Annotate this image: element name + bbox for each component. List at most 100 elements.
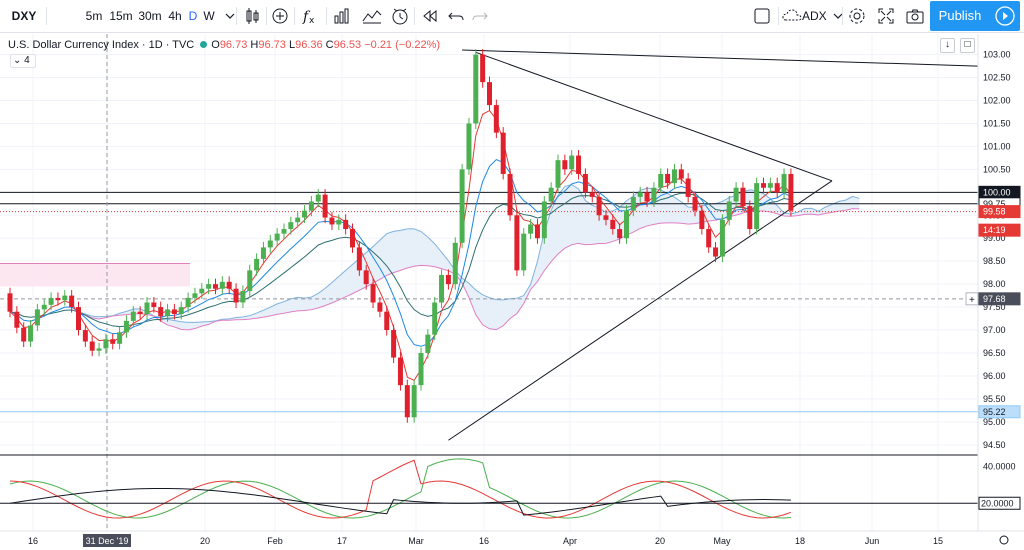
high-value: 96.73 <box>258 39 286 51</box>
price-tick-label: 102.00 <box>983 96 1011 106</box>
candle-up <box>336 219 342 225</box>
time-tick-label: Apr <box>563 536 577 546</box>
candle-down <box>377 302 383 312</box>
gear-icon[interactable] <box>845 5 869 27</box>
candle-up <box>671 169 677 184</box>
replay-icon[interactable] <box>418 5 442 27</box>
svg-text:x: x <box>309 16 315 26</box>
interval-d-button[interactable]: D <box>188 9 198 23</box>
candle-down <box>391 330 397 358</box>
plus-circle-icon[interactable] <box>268 5 292 27</box>
candle-down <box>514 215 520 271</box>
time-tick-label: Jun <box>865 536 880 546</box>
open-value: 96.73 <box>219 39 248 51</box>
price-tick-label: 96.00 <box>983 371 1006 381</box>
candle-up <box>34 309 40 326</box>
indicators-toggle[interactable]: ⌄ 4 <box>10 54 36 68</box>
publish-button[interactable]: Publish <box>930 1 990 31</box>
play-button[interactable] <box>990 1 1020 31</box>
candle-up <box>719 219 725 257</box>
compare-label[interactable]: ADX <box>802 9 827 23</box>
layout-square-icon[interactable] <box>750 5 774 27</box>
undo-icon[interactable] <box>444 5 468 27</box>
candle-up <box>754 183 760 230</box>
moving-average-slow <box>9 192 791 328</box>
candle-up <box>452 242 458 285</box>
candle-up <box>185 297 191 308</box>
trendline-upper <box>475 51 833 182</box>
candle-up <box>62 295 68 301</box>
interval-15m-button[interactable]: 15m <box>109 9 133 23</box>
candle-down <box>14 311 20 328</box>
candle-up <box>425 334 431 353</box>
time-tick-label: 15 <box>933 536 943 546</box>
time-tick-label: 16 <box>479 536 489 546</box>
fullscreen-icon[interactable] <box>874 5 898 27</box>
chart-legend: U.S. Dollar Currency Index · 1D · TVC O96… <box>8 37 440 53</box>
add-alert-icon <box>965 292 979 306</box>
candle-up <box>254 258 260 271</box>
symbol-search-button[interactable]: DXY <box>11 9 37 23</box>
price-tick-label: 99.00 <box>983 233 1006 243</box>
candle-up <box>439 274 445 303</box>
candle-up <box>103 339 109 349</box>
candle-up <box>528 224 534 234</box>
candle-up <box>288 222 294 230</box>
candles-icon[interactable] <box>240 5 264 27</box>
candle-down <box>582 173 588 193</box>
camera-icon[interactable] <box>903 5 927 27</box>
indicator-count: 4 <box>24 55 30 66</box>
price-marker-label: 95.22 <box>983 407 1006 417</box>
candle-up <box>726 201 732 220</box>
candle-down <box>610 219 616 230</box>
time-tick-label: 20 <box>200 536 210 546</box>
add-alert-icon: + <box>969 295 975 306</box>
maximize-icon[interactable]: □ <box>960 38 975 53</box>
price-marker-label: 99.75 <box>983 199 1006 209</box>
price-marker <box>978 223 1021 237</box>
price-tick-label: 95.00 <box>983 417 1006 427</box>
candle-up <box>274 233 280 241</box>
candle-down <box>233 288 239 303</box>
price-tick-label: 101.50 <box>983 118 1011 128</box>
candle-down <box>603 215 609 220</box>
price-tick-label: 100.50 <box>983 164 1011 174</box>
time-tick-label: 17 <box>337 536 347 546</box>
price-marker <box>978 405 1021 419</box>
candle-up <box>48 297 54 305</box>
toolbar-divider <box>778 7 779 25</box>
cloud-icon[interactable] <box>780 5 802 27</box>
candle-down <box>665 173 671 184</box>
candle-down <box>55 297 61 301</box>
alert-icon[interactable] <box>388 5 412 27</box>
price-tick-label: 103.00 <box>983 50 1011 60</box>
price-chart[interactable]: 103.00 102.50 102.00 101.50 101.00 100.50 100.… <box>0 34 1024 550</box>
candle-up <box>28 325 34 342</box>
trendline-lower <box>448 180 833 441</box>
candle-down <box>356 247 362 271</box>
price-tick-label: 98.50 <box>983 256 1006 266</box>
candle-up <box>459 169 465 243</box>
candle-down <box>480 54 486 83</box>
gear-icon[interactable] <box>999 535 1009 545</box>
interval-30m-button[interactable]: 30m <box>138 9 162 23</box>
candle-down <box>76 307 81 331</box>
candle-up <box>541 201 547 239</box>
price-tick-label: 94.50 <box>983 440 1006 450</box>
crosshair-time-marker <box>83 534 131 547</box>
indicators-icon[interactable] <box>330 5 354 27</box>
candle-down <box>747 206 753 230</box>
price-marker <box>978 292 1021 306</box>
redo-icon[interactable] <box>468 5 492 27</box>
interval-w-button[interactable]: W <box>203 9 215 23</box>
chevron-down-icon[interactable] <box>826 5 843 27</box>
arrow-down-icon[interactable]: ↓ <box>940 38 955 53</box>
interval-4h-button[interactable]: 4h <box>168 9 182 23</box>
candle-down <box>692 196 698 211</box>
chevron-down-icon[interactable] <box>218 5 235 27</box>
interval-5m-button[interactable]: 5m <box>85 9 103 23</box>
candle-up <box>130 311 136 321</box>
templates-icon[interactable] <box>360 5 384 27</box>
